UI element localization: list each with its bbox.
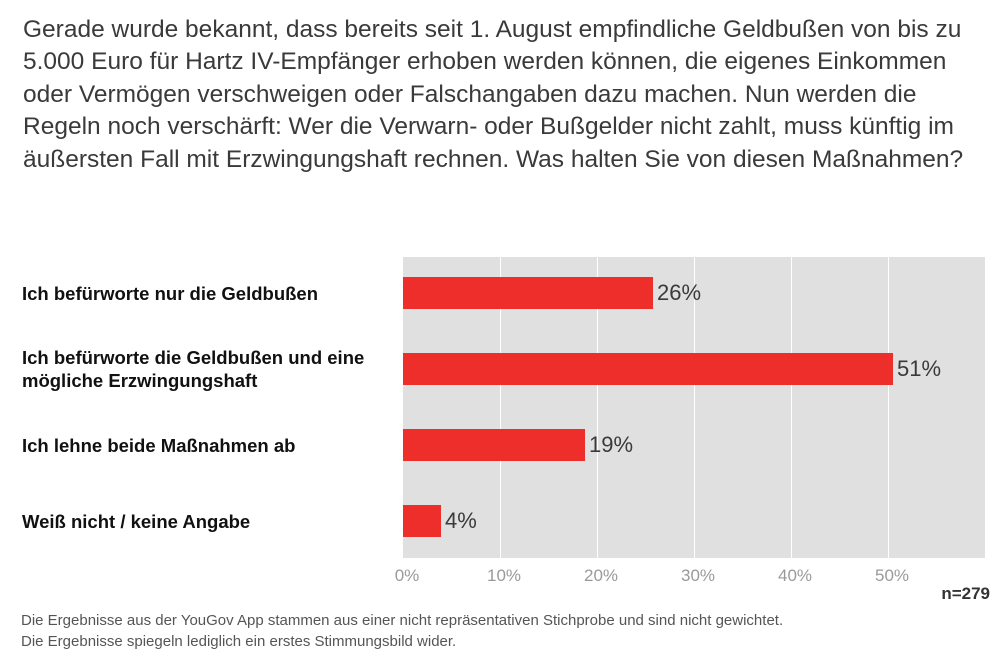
x-tick-label-20: 20% [583, 566, 619, 585]
footnote-line-1: Die Ergebnisse aus der YouGov App stamme… [21, 612, 784, 629]
x-tick-label-0: 0% [394, 566, 420, 585]
sample-size: n=279 [941, 584, 990, 603]
footnote: Die Ergebnisse aus der YouGov App stamme… [21, 610, 783, 652]
gridline-10 [500, 257, 501, 558]
category-label-1: Ich befürworte die Geldbußen und eine mö… [22, 347, 365, 391]
gridline-40 [791, 257, 792, 558]
bar-value-label-1: 51% [897, 356, 942, 381]
bar-3 [403, 505, 441, 537]
gridline-30 [694, 257, 695, 558]
plot-area: 26% 51% 19% 4% [403, 257, 985, 558]
gridline-50 [888, 257, 889, 558]
footnote-line-2: Die Ergebnisse spiegeln lediglich ein er… [21, 633, 457, 650]
x-tick-label-30: 30% [680, 566, 716, 585]
category-label-3: Weiß nicht / keine Angabe [22, 510, 251, 532]
question-text: Gerade wurde bekannt, dass bereits seit … [23, 16, 964, 173]
bar-value-label-3: 4% [445, 508, 477, 533]
bar-value-label-2: 19% [589, 432, 634, 457]
category-label-2: Ich lehne beide Maßnahmen ab [22, 434, 296, 456]
category-label-0: Ich befürworte nur die Geldbußen [22, 282, 319, 304]
gridline-20 [597, 257, 598, 558]
x-tick-label-40: 40% [777, 566, 813, 585]
bar-1 [403, 353, 893, 385]
x-tick-label-50: 50% [874, 566, 910, 585]
bar-value-label-0: 26% [657, 280, 702, 305]
x-tick-label-10: 10% [486, 566, 522, 585]
bar-0 [403, 277, 653, 309]
bar-2 [403, 429, 585, 461]
